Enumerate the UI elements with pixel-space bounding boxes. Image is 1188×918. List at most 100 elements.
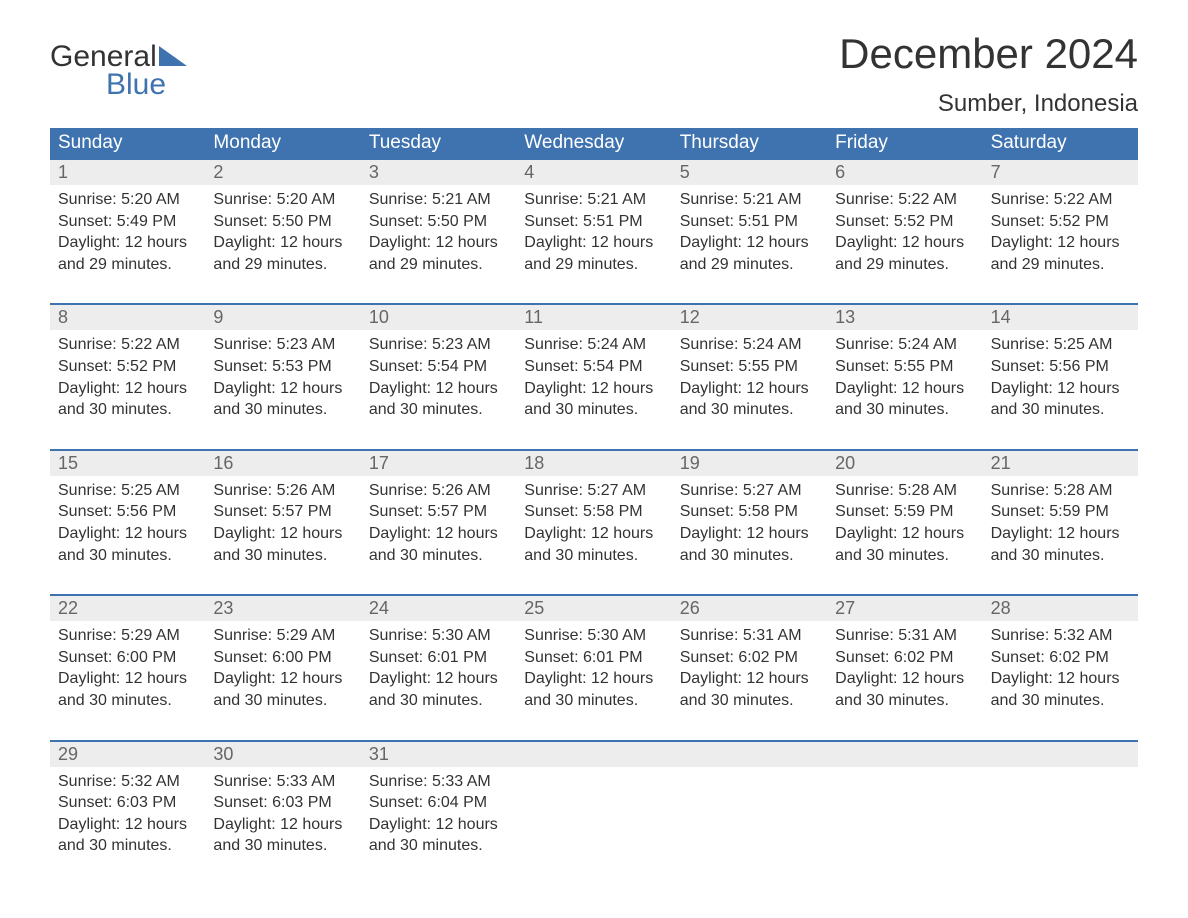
sunset-text: Sunset: 5:57 PM [213,501,352,523]
sunset-text: Sunset: 5:50 PM [369,211,508,233]
day-number: 17 [361,451,516,476]
day-details: Sunrise: 5:29 AMSunset: 6:00 PMDaylight:… [50,621,205,711]
header: General Blue December 2024 Sumber, Indon… [50,30,1138,118]
sunrise-text: Sunrise: 5:29 AM [58,625,197,647]
daylight-1: Daylight: 12 hours [680,668,819,690]
day-cell [983,742,1138,885]
daylight-1: Daylight: 12 hours [369,523,508,545]
day-number: 31 [361,742,516,767]
sunset-text: Sunset: 5:51 PM [680,211,819,233]
location-label: Sumber, Indonesia [839,90,1138,118]
day-number: 30 [205,742,360,767]
sunrise-text: Sunrise: 5:24 AM [524,334,663,356]
day-details: Sunrise: 5:24 AMSunset: 5:54 PMDaylight:… [516,330,671,420]
week-row: 22Sunrise: 5:29 AMSunset: 6:00 PMDayligh… [50,594,1138,739]
day-details: Sunrise: 5:27 AMSunset: 5:58 PMDaylight:… [516,476,671,566]
daylight-1: Daylight: 12 hours [213,523,352,545]
sunset-text: Sunset: 6:01 PM [369,647,508,669]
day-cell: 15 Sunrise: 5:25 AMSunset: 5:56 PMDayligh… [50,451,205,594]
day-number: 1 [50,160,205,185]
title-block: December 2024 Sumber, Indonesia [839,30,1138,118]
daylight-1: Daylight: 12 hours [991,232,1130,254]
daylight-1: Daylight: 12 hours [213,814,352,836]
day-details: Sunrise: 5:24 AMSunset: 5:55 PMDaylight:… [827,330,982,420]
daylight-1: Daylight: 12 hours [58,378,197,400]
day-number-empty [983,742,1138,767]
sunset-text: Sunset: 5:52 PM [835,211,974,233]
daylight-2: and 30 minutes. [991,690,1130,712]
sunset-text: Sunset: 5:56 PM [58,501,197,523]
day-cell: 25Sunrise: 5:30 AMSunset: 6:01 PMDayligh… [516,596,671,739]
day-number: 6 [827,160,982,185]
day-details: Sunrise: 5:20 AMSunset: 5:50 PMDaylight:… [205,185,360,275]
sunset-text: Sunset: 5:59 PM [991,501,1130,523]
daylight-1: Daylight: 12 hours [58,523,197,545]
daylight-2: and 30 minutes. [680,690,819,712]
day-cell: 8Sunrise: 5:22 AMSunset: 5:52 PMDaylight… [50,305,205,448]
daylight-2: and 30 minutes. [58,545,197,567]
sunrise-text: Sunrise: 5:21 AM [524,189,663,211]
weekday-wednesday: Wednesday [516,128,671,158]
daylight-1: Daylight: 12 hours [991,378,1130,400]
daylight-1: Daylight: 12 hours [680,378,819,400]
day-details: Sunrise: 5:26 AMSunset: 5:57 PMDaylight:… [205,476,360,566]
sunrise-text: Sunrise: 5:32 AM [991,625,1130,647]
day-number: 8 [50,305,205,330]
daylight-2: and 30 minutes. [524,545,663,567]
daylight-1: Daylight: 12 hours [369,668,508,690]
day-details: Sunrise: 5:30 AMSunset: 6:01 PMDaylight:… [361,621,516,711]
day-cell: 28Sunrise: 5:32 AMSunset: 6:02 PMDayligh… [983,596,1138,739]
daylight-2: and 30 minutes. [369,690,508,712]
month-title: December 2024 [839,30,1138,78]
day-number: 24 [361,596,516,621]
daylight-2: and 30 minutes. [835,545,974,567]
daylight-1: Daylight: 12 hours [991,668,1130,690]
day-cell: 26Sunrise: 5:31 AMSunset: 6:02 PMDayligh… [672,596,827,739]
day-number: 26 [672,596,827,621]
day-details: Sunrise: 5:21 AMSunset: 5:51 PMDaylight:… [672,185,827,275]
day-cell: 21Sunrise: 5:28 AMSunset: 5:59 PMDayligh… [983,451,1138,594]
daylight-1: Daylight: 12 hours [524,232,663,254]
day-number: 15 [50,451,205,476]
daylight-1: Daylight: 12 hours [58,232,197,254]
day-details: Sunrise: 5:27 AMSunset: 5:58 PMDaylight:… [672,476,827,566]
daylight-2: and 30 minutes. [991,545,1130,567]
sunrise-text: Sunrise: 5:24 AM [680,334,819,356]
sunrise-text: Sunrise: 5:27 AM [680,480,819,502]
sunrise-text: Sunrise: 5:31 AM [835,625,974,647]
daylight-1: Daylight: 12 hours [58,814,197,836]
sunrise-text: Sunrise: 5:25 AM [58,480,197,502]
daylight-1: Daylight: 12 hours [835,378,974,400]
daylight-2: and 30 minutes. [58,690,197,712]
day-details: Sunrise: 5:32 AMSunset: 6:02 PMDaylight:… [983,621,1138,711]
week-row: 1Sunrise: 5:20 AMSunset: 5:49 PMDaylight… [50,158,1138,303]
daylight-2: and 30 minutes. [369,399,508,421]
day-number-empty [672,742,827,767]
daylight-2: and 30 minutes. [369,835,508,857]
day-cell: 1Sunrise: 5:20 AMSunset: 5:49 PMDaylight… [50,160,205,303]
day-number: 27 [827,596,982,621]
day-cell: 31Sunrise: 5:33 AMSunset: 6:04 PMDayligh… [361,742,516,885]
sunset-text: Sunset: 5:59 PM [835,501,974,523]
sunrise-text: Sunrise: 5:33 AM [369,771,508,793]
daylight-1: Daylight: 12 hours [369,814,508,836]
sunrise-text: Sunrise: 5:28 AM [835,480,974,502]
sunrise-text: Sunrise: 5:22 AM [58,334,197,356]
day-details: Sunrise: 5:30 AMSunset: 6:01 PMDaylight:… [516,621,671,711]
sunrise-text: Sunrise: 5:32 AM [58,771,197,793]
sunrise-text: Sunrise: 5:29 AM [213,625,352,647]
sunset-text: Sunset: 5:56 PM [991,356,1130,378]
weekday-tuesday: Tuesday [361,128,516,158]
daylight-1: Daylight: 12 hours [835,523,974,545]
day-details: Sunrise: 5:20 AMSunset: 5:49 PMDaylight:… [50,185,205,275]
day-cell: 13Sunrise: 5:24 AMSunset: 5:55 PMDayligh… [827,305,982,448]
day-cell: 29Sunrise: 5:32 AMSunset: 6:03 PMDayligh… [50,742,205,885]
sunrise-text: Sunrise: 5:20 AM [213,189,352,211]
sunrise-text: Sunrise: 5:26 AM [369,480,508,502]
day-cell: 17Sunrise: 5:26 AMSunset: 5:57 PMDayligh… [361,451,516,594]
daylight-2: and 30 minutes. [524,399,663,421]
day-number: 19 [672,451,827,476]
weekday-sunday: Sunday [50,128,205,158]
day-cell: 2Sunrise: 5:20 AMSunset: 5:50 PMDaylight… [205,160,360,303]
sunset-text: Sunset: 5:52 PM [991,211,1130,233]
